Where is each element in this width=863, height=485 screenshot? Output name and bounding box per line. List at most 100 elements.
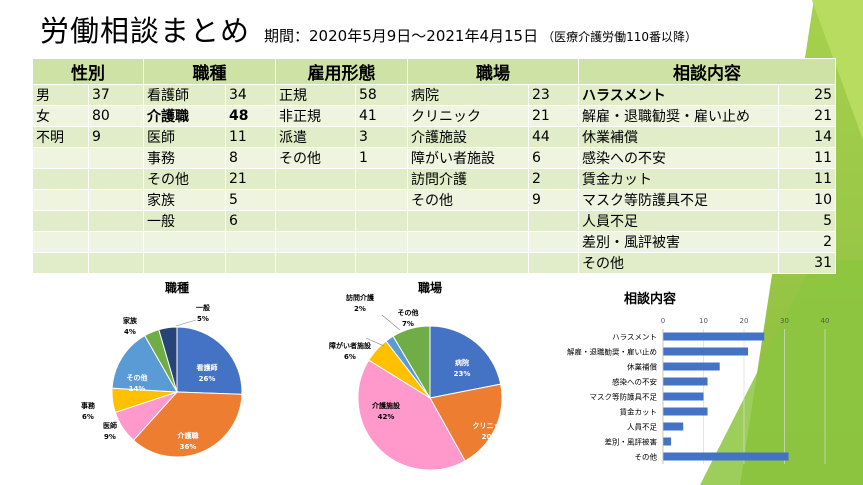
pie-label-name: 一般: [196, 303, 210, 312]
workplace-label-cell: 障がい者施設: [407, 147, 529, 169]
bar: [663, 437, 672, 446]
employment-count-cell: [355, 189, 408, 211]
category-label: 賃金カット: [620, 407, 658, 417]
leader-line: [175, 319, 197, 327]
header-workplace: 職場: [407, 58, 579, 85]
employment-label-cell: [275, 189, 356, 211]
occupation-count-cell: 6: [225, 210, 276, 232]
employment-label-cell: [275, 168, 356, 190]
employment-count-cell: [355, 252, 408, 274]
pie-label: 障がい者施設 6%: [329, 341, 372, 361]
employment-label-cell: [275, 210, 356, 232]
consultation-count-cell: 25: [778, 84, 836, 106]
occupation-label-cell: [143, 252, 226, 274]
table-row: その他 31: [32, 252, 836, 274]
table-row: 事務 8 その他 1 障がい者施設 6 感染への不安 11: [32, 147, 836, 169]
consultation-label-cell: その他: [578, 252, 779, 274]
pie-label-percent: 5%: [197, 315, 209, 323]
header-gender: 性別: [32, 58, 144, 85]
gender-label-cell: 男: [32, 84, 89, 106]
occupation-count-cell: 34: [225, 84, 276, 106]
consultation-label-cell: 解雇・退職勧奨・雇い止め: [578, 105, 779, 127]
page-title: 労働相談まとめ 期間：2020年5月9日～2021年4月15日 （医療介護労働1…: [40, 8, 697, 50]
gender-count-cell: [88, 231, 144, 253]
leader-line: [365, 337, 385, 347]
pie-label-name: 訪問介護: [346, 293, 375, 302]
table-row: 男 37 看護師 34 正規 58 病院 23 ハラスメント 25: [32, 84, 836, 106]
employment-label-cell: その他: [275, 147, 356, 169]
employment-label-cell: [275, 231, 356, 253]
consultation-label-cell: 人員不足: [578, 210, 779, 232]
gender-label-cell: [32, 147, 89, 169]
consultation-label-cell: マスク等防護具不足: [578, 189, 779, 211]
table-header-row: 性別 職種 雇用形態 職場 相談内容: [32, 58, 836, 85]
workplace-label-cell: [407, 231, 529, 253]
occupation-label-cell: 介護職: [143, 105, 226, 127]
table-row: 家族 5 その他 9 マスク等防護具不足 10: [32, 189, 836, 211]
bar: [663, 452, 789, 461]
occupation-label-cell: 一般: [143, 210, 226, 232]
gender-count-cell: 9: [88, 126, 144, 148]
category-label: 差別・風評被害: [605, 437, 658, 447]
gender-count-cell: [88, 252, 144, 274]
pie-slice: [176, 326, 243, 395]
occupation-count-cell: [225, 252, 276, 274]
pie-label: 事務 6%: [81, 401, 96, 421]
consultation-count-cell: 11: [778, 147, 836, 169]
occupation-label-cell: その他: [143, 168, 226, 190]
workplace-count-cell: 6: [528, 147, 579, 169]
table-row: 一般 6 人員不足 5: [32, 210, 836, 232]
table-row: 差別・風評被害 2: [32, 231, 836, 253]
title-main: 労働相談まとめ: [40, 14, 251, 48]
occupation-count-cell: 21: [225, 168, 276, 190]
table-row: 女 80 介護職 48 非正規 41 クリニック 21 解雇・退職勧奨・雇い止め 21: [32, 105, 836, 127]
category-label: 人員不足: [627, 423, 657, 432]
gender-label-cell: [32, 168, 89, 190]
bar: [663, 332, 765, 341]
occupation-label-cell: 事務: [143, 147, 226, 169]
pie-label: その他 14%: [127, 373, 148, 393]
consultation-bar-chart: 相談内容 0 10 20 30 40 ハラスメント 解雇・退職勧奨・雇い止め 休業補償 感染への不…: [520, 285, 835, 484]
consultation-count-cell: 5: [778, 210, 836, 232]
consultation-label-cell: 賃金カット: [578, 168, 779, 190]
pie-label-percent: 26%: [199, 375, 216, 383]
x-tick-label: 10: [699, 317, 708, 325]
table-row: その他 21 訪問介護 2 賃金カット 11: [32, 168, 836, 190]
category-label: 解雇・退職勧奨・雇い止め: [567, 347, 657, 357]
employment-label-cell: 正規: [275, 84, 356, 106]
pie-label-name: 障がい者施設: [329, 341, 372, 350]
occupation-label-cell: 看護師: [143, 84, 226, 106]
occupation-count-cell: 5: [225, 189, 276, 211]
pie-label-name: 医師: [103, 421, 117, 430]
employment-label-cell: [275, 252, 356, 274]
gender-label-cell: [32, 189, 89, 211]
pie-label-name: クリニック: [473, 421, 508, 430]
consultation-count-cell: 10: [778, 189, 836, 211]
pie-label-percent: 23%: [454, 370, 471, 378]
consultation-label-cell: 差別・風評被害: [578, 231, 779, 253]
gender-label-cell: [32, 231, 89, 253]
pie-label-percent: 6%: [344, 353, 356, 361]
pie-slice: [158, 326, 178, 393]
chart-title: 相談内容: [624, 291, 676, 307]
title-note: （医療介護労働110番以降）: [542, 30, 697, 44]
pie-label-name: その他: [398, 308, 419, 317]
occupation-count-cell: 8: [225, 147, 276, 169]
pie-label-name: 介護職: [177, 431, 199, 440]
pie-slice: [357, 359, 466, 471]
leader-line: [381, 314, 401, 331]
pie-label: 介護職 36%: [177, 431, 199, 451]
category-label: マスク等防護具不足: [590, 392, 658, 402]
pie-label-percent: 20%: [482, 433, 499, 441]
employment-count-cell: 58: [355, 84, 408, 106]
pie-label-name: 看護師: [197, 363, 218, 372]
occupation-label-cell: 医師: [143, 126, 226, 148]
gender-count-cell: [88, 168, 144, 190]
occupation-pie-chart: 職種 看護師 26% 介護職 36% 医師 9% 事務 6% その他 14% 家族 4% 一般 5%: [60, 270, 290, 484]
gender-label-cell: [32, 210, 89, 232]
pie-slice: [132, 391, 243, 458]
summary-table: 性別 職種 雇用形態 職場 相談内容 男 37 看護師 34 正規 58 病院 23 ハラスメン…: [32, 58, 836, 274]
pie-label: クリニック 20%: [473, 421, 508, 441]
